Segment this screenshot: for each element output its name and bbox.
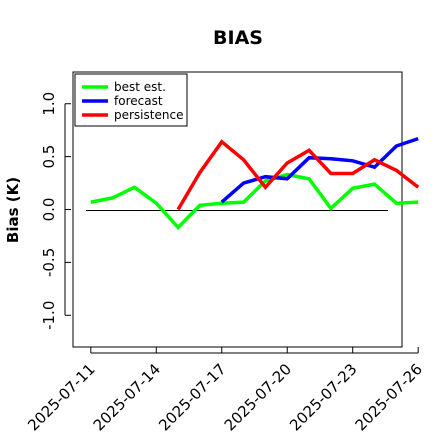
chart-title: BIAS bbox=[213, 27, 263, 49]
series-layer bbox=[90, 136, 420, 231]
y-tick-label: 0.5 bbox=[40, 145, 58, 169]
y-tick-label: -1.0 bbox=[40, 301, 58, 330]
series-line-best-est bbox=[90, 172, 419, 231]
y-tick-label: 0.0 bbox=[40, 198, 58, 222]
series-line-forecast bbox=[220, 136, 419, 204]
y-axis: -1.0 -0.5 0.0 0.5 1.0 bbox=[40, 92, 71, 330]
plot-frame bbox=[72, 71, 403, 348]
legend-label-best-est: best est. bbox=[114, 80, 166, 94]
legend-label-forecast: forecast bbox=[114, 94, 163, 108]
y-axis-label: Bias (K) bbox=[4, 177, 22, 243]
y-tick-label: -0.5 bbox=[40, 248, 58, 277]
series-line-persistence bbox=[176, 139, 420, 211]
y-tick-label: 1.0 bbox=[40, 92, 58, 116]
legend: best est. forecast persistence bbox=[74, 73, 188, 127]
legend-label-persistence: persistence bbox=[114, 108, 183, 122]
